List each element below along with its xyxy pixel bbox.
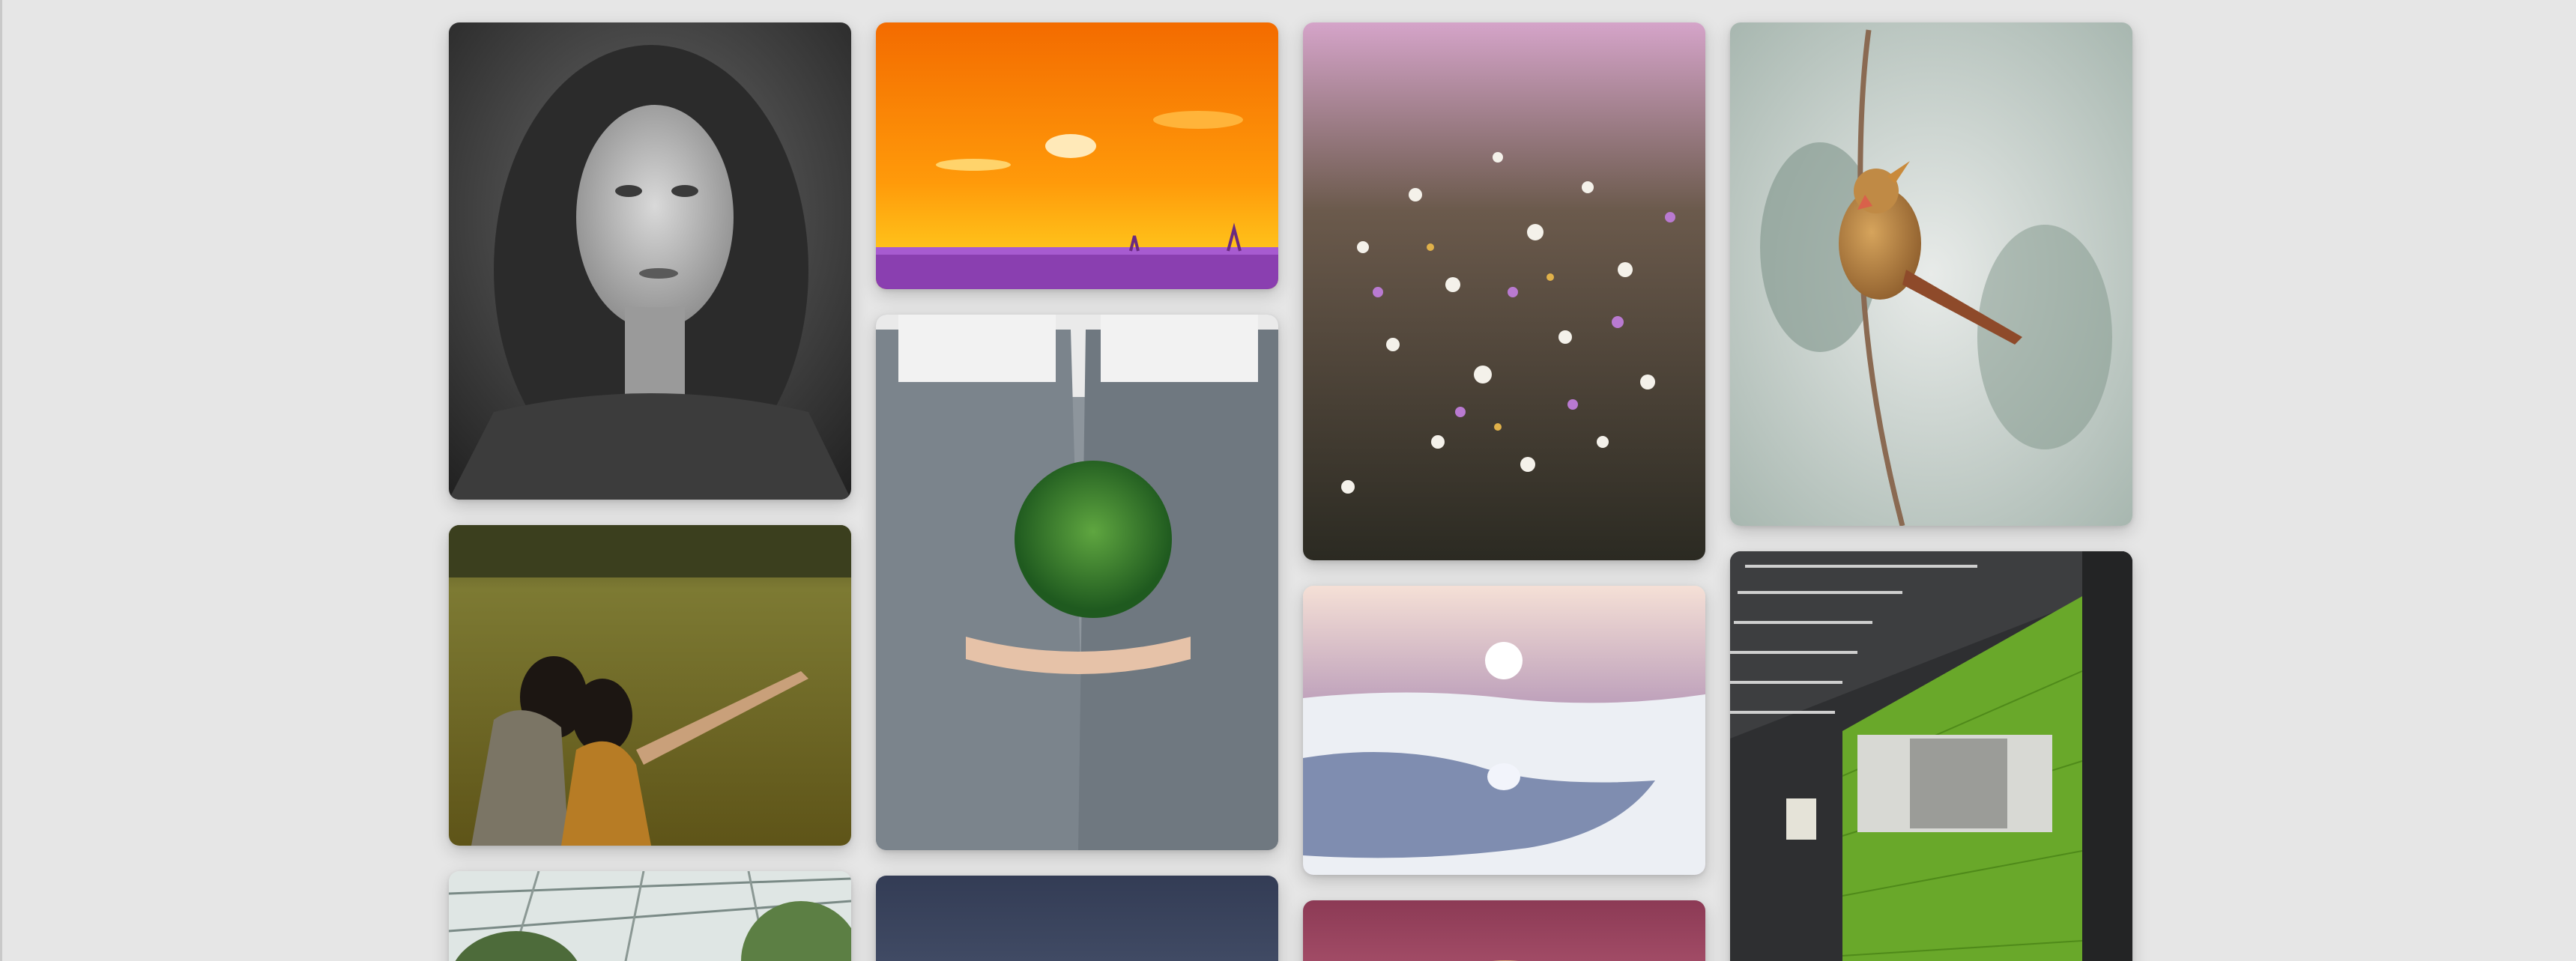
orange-sunset-lavender-field-photo [876, 22, 1278, 289]
photo-card-green-hallway[interactable] [1730, 551, 2132, 961]
green-tile-hallway-photo [1730, 551, 2132, 961]
photo-card-portrait-woman[interactable] [449, 22, 851, 500]
portrait-woman-bw-photo [449, 22, 851, 500]
navy-gradient-photo [876, 876, 1278, 961]
photo-card-cardinal[interactable] [1730, 22, 2132, 526]
window-edge [0, 0, 2, 961]
photo-card-navy[interactable] [876, 876, 1278, 961]
photo-card-orange-sunset[interactable] [876, 22, 1278, 289]
photo-card-white-desert[interactable] [1303, 586, 1705, 875]
wildflower-bouquet-photo [1303, 22, 1705, 560]
hands-holding-moss-sphere-photo [876, 315, 1278, 850]
cardinal-bird-snow-photo [1730, 22, 2132, 526]
photo-card-wildflowers[interactable] [1303, 22, 1705, 560]
pink-background-portrait-photo [1303, 900, 1705, 961]
greenhouse-plants-photo [449, 871, 851, 961]
two-women-wheat-field-photo [449, 525, 851, 846]
photo-card-moss-sphere[interactable] [876, 315, 1278, 850]
photo-card-greenhouse[interactable] [449, 871, 851, 961]
photo-card-pink-portrait[interactable] [1303, 900, 1705, 961]
white-desert-moon-pool-photo [1303, 586, 1705, 875]
photo-card-wheat-field[interactable] [449, 525, 851, 846]
